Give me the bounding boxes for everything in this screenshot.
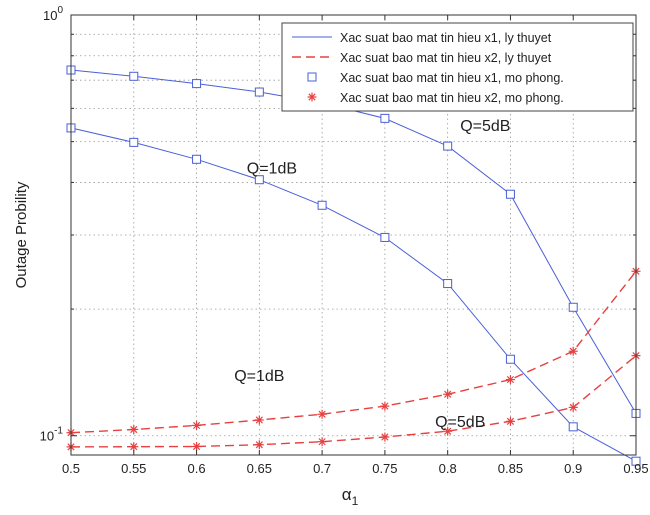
marker-stroke [381, 433, 389, 441]
data-point-7 [568, 402, 578, 412]
x-tick-label: 0.9 [564, 461, 582, 476]
marker-stroke [192, 421, 201, 430]
marker-stroke [308, 93, 316, 101]
x-tick-label: 0.8 [439, 461, 457, 476]
legend-marker-sample [307, 92, 317, 102]
marker-stroke [506, 375, 515, 384]
legend-box [281, 22, 634, 112]
x-axis-label: α1 [342, 485, 359, 508]
data-point-6 [443, 389, 453, 399]
marker-stroke [444, 427, 452, 435]
series-line-1 [70, 127, 637, 462]
x-tick-label: 0.7 [313, 461, 331, 476]
data-point-7 [254, 440, 264, 450]
data-point-7 [443, 426, 453, 436]
data-point-4 [568, 302, 578, 312]
data-point-7 [317, 437, 327, 447]
data-point-6 [192, 420, 202, 430]
marker-stroke [569, 403, 577, 411]
data-point-5 [317, 200, 327, 210]
data-point-6 [380, 401, 390, 411]
data-point-6 [317, 409, 327, 419]
marker-stroke [255, 441, 263, 449]
data-point-4 [380, 113, 390, 123]
data-point-4 [505, 189, 515, 199]
data-point-5 [192, 154, 202, 164]
data-point-4 [443, 141, 453, 151]
data-point-7 [380, 432, 390, 442]
x-axis-label-main: α [342, 485, 352, 504]
marker-stroke [255, 416, 263, 424]
legend-label: Xac suat bao mat tin hieu x2, ly thuyet [340, 51, 552, 65]
x-tick-label: 0.55 [121, 461, 146, 476]
x-tick-label: 0.95 [623, 461, 648, 476]
data-point-5 [254, 175, 264, 185]
marker-stroke [318, 410, 326, 418]
y-tick-label: 100 [43, 5, 63, 23]
series-line-3 [70, 355, 637, 448]
data-point-5 [129, 137, 139, 147]
data-point-7 [505, 416, 515, 426]
x-tick-label: 0.5 [62, 461, 80, 476]
annotation-label: Q=1dB [234, 368, 284, 385]
legend-label: Xac suat bao mat tin hieu x1, mo phong. [340, 71, 564, 85]
y-tick-label: 10-1 [40, 426, 64, 444]
marker-stroke [318, 438, 326, 446]
marker-stroke [444, 390, 452, 398]
annotation-label: Q=5dB [460, 118, 510, 135]
legend: Xac suat bao mat tin hieu x1, ly thuyet X… [281, 22, 634, 112]
annotation-label: Q=5dB [435, 414, 485, 431]
marker-stroke [130, 425, 138, 434]
data-point-6 [129, 424, 139, 434]
legend-label: Xac suat bao mat tin hieu x2, mo phong. [340, 91, 564, 105]
y-axis-label: Outage Probility [13, 181, 30, 288]
marker-stroke [192, 442, 201, 451]
data-point-7 [129, 442, 139, 452]
data-point-6 [254, 415, 264, 425]
marker-stroke [130, 443, 138, 451]
x-tick-label: 0.85 [498, 461, 523, 476]
data-point-6 [568, 346, 578, 356]
x-tick-label: 0.6 [188, 461, 206, 476]
x-tick-label: 0.75 [372, 461, 397, 476]
annotation-label: Q=1dB [247, 161, 297, 178]
marker-stroke [569, 347, 577, 355]
x-tick-label: 0.65 [247, 461, 272, 476]
data-point-5 [631, 456, 641, 466]
annotations: Q=5dB Q=1dB Q=1dB Q=5dB [234, 118, 510, 431]
data-point-5 [443, 279, 453, 289]
series-line-2 [70, 270, 637, 434]
data-point-5 [505, 354, 515, 364]
legend-marker-sample [307, 72, 317, 82]
data-point-4 [192, 79, 202, 89]
data-point-6 [505, 375, 515, 385]
marker-stroke [381, 402, 389, 410]
data-point-7 [192, 441, 202, 451]
data-point-5 [380, 232, 390, 242]
data-point-4 [129, 71, 139, 81]
data-point-4 [254, 87, 264, 97]
marker-stroke [506, 417, 515, 425]
data-point-5 [568, 422, 578, 432]
x-axis-label-subscript: 1 [352, 494, 359, 508]
legend-label: Xac suat bao mat tin hieu x1, ly thuyet [340, 31, 552, 45]
